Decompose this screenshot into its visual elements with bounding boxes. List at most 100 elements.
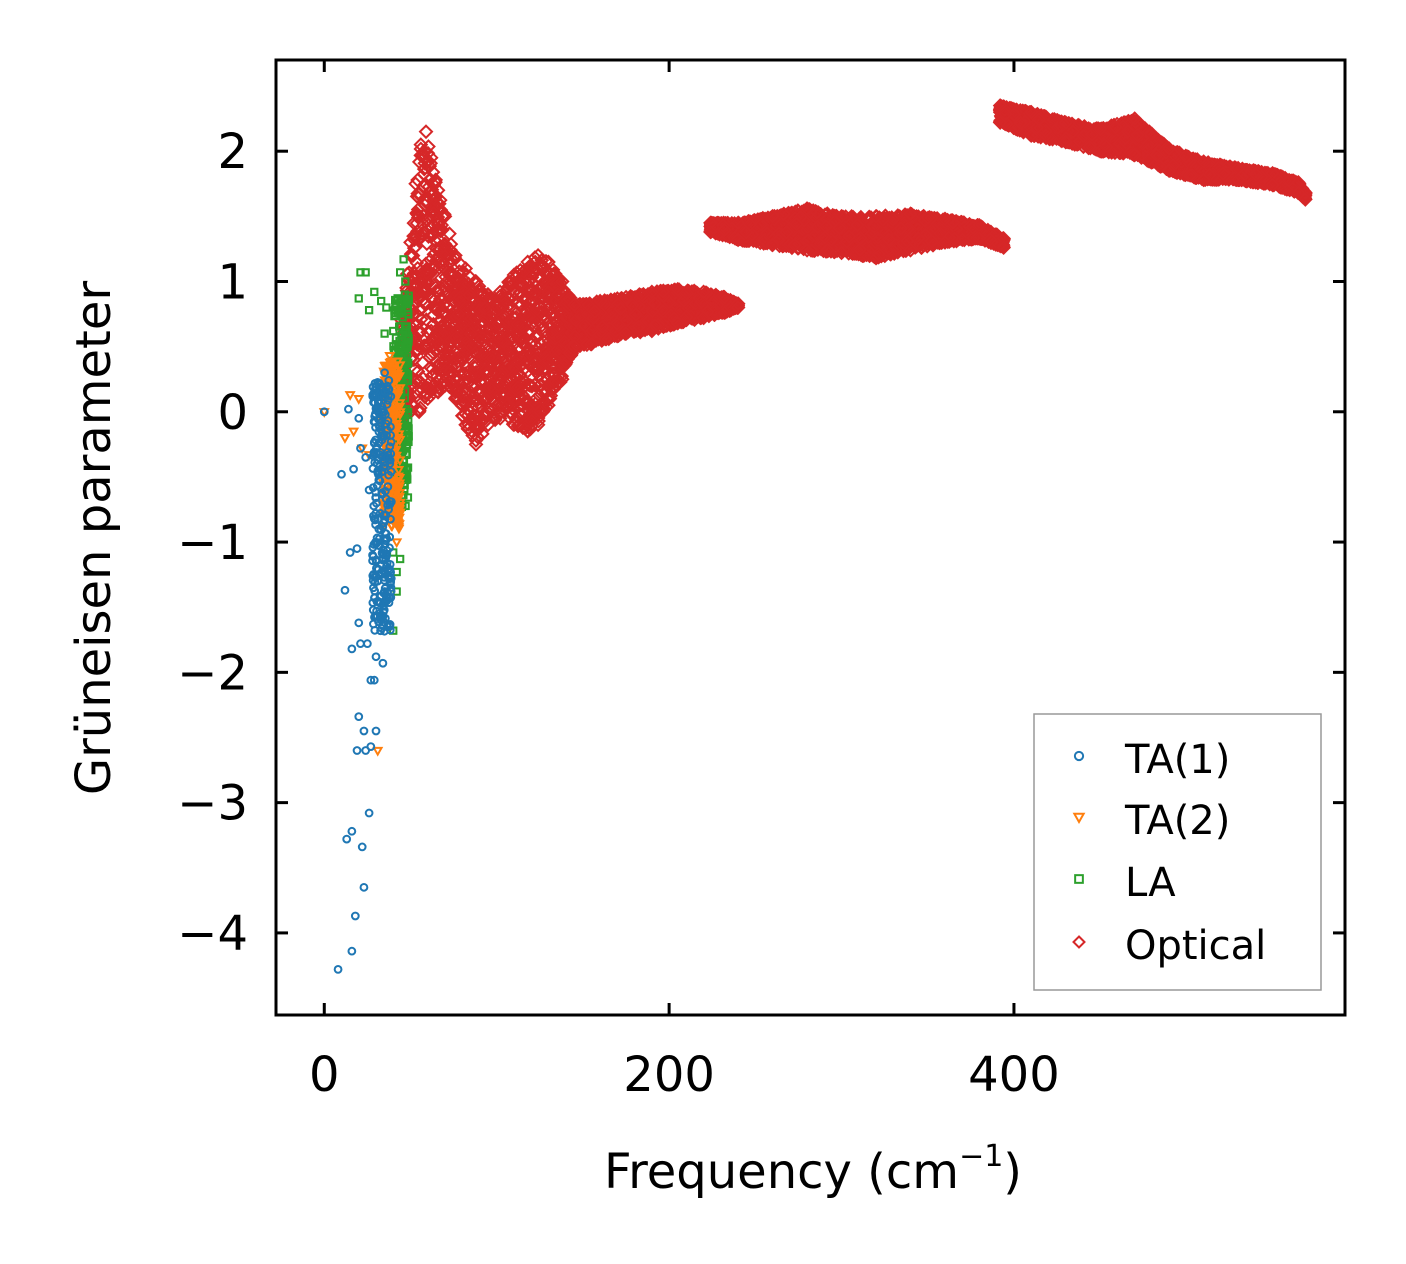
diamond-point: [450, 306, 466, 322]
diamond-point: [426, 205, 441, 221]
diamond-point: [480, 417, 496, 433]
diamond-point: [411, 404, 427, 420]
diamond-point: [540, 284, 556, 300]
diamond-point: [451, 280, 467, 296]
diamond-point: [415, 355, 431, 371]
diamond-point: [706, 294, 721, 310]
diamond-point: [520, 423, 536, 439]
diamond-point: [408, 176, 424, 192]
diamond-point: [418, 275, 434, 291]
diamond-point: [425, 291, 441, 306]
diamond-point: [506, 417, 522, 433]
diamond-point: [644, 284, 660, 300]
diamond-point: [464, 377, 480, 393]
diamond-point: [471, 278, 487, 294]
diamond-point: [716, 289, 732, 305]
diamond-point: [418, 192, 434, 208]
diamond-point: [431, 196, 447, 212]
diamond-point: [587, 304, 603, 320]
diamond-point: [458, 302, 474, 318]
diamond-point: [430, 182, 446, 198]
diamond-point: [528, 289, 544, 305]
diamond-point: [597, 331, 613, 347]
diamond-point: [726, 301, 742, 317]
diamond-point: [540, 379, 556, 395]
diamond-point: [439, 299, 455, 315]
series-optical: [394, 98, 1313, 452]
diamond-point: [647, 317, 663, 333]
diamond-point: [407, 386, 423, 401]
diamond-point: [431, 380, 446, 396]
diamond-point: [419, 236, 435, 252]
diamond-point: [437, 208, 453, 224]
diamond-point: [493, 397, 509, 413]
diamond-point: [414, 226, 430, 241]
diamond-point: [529, 301, 545, 317]
diamond-point: [592, 305, 608, 321]
diamond-point: [579, 337, 595, 353]
diamond-point: [444, 339, 459, 355]
diamond-point: [527, 392, 543, 408]
diamond-point: [584, 336, 599, 352]
diamond-point: [418, 312, 434, 328]
diamond-point: [472, 333, 488, 349]
diamond-point: [527, 353, 543, 368]
diamond-point: [447, 391, 463, 407]
diamond-point: [510, 316, 525, 332]
diamond-point: [619, 323, 635, 339]
diamond-point: [412, 301, 428, 317]
diamond-point: [419, 339, 435, 355]
diamond-point: [481, 301, 497, 317]
diamond-point: [566, 297, 582, 313]
diamond-point: [647, 296, 663, 311]
diamond-point: [540, 353, 556, 368]
diamond-point: [524, 378, 540, 394]
diamond-point: [491, 377, 507, 393]
diamond-point: [463, 368, 479, 384]
diamond-point: [423, 360, 438, 375]
diamond-point: [490, 312, 506, 328]
diamond-point: [495, 334, 511, 350]
diamond-point: [501, 347, 517, 363]
diamond-point: [653, 283, 669, 299]
diamond-point: [644, 323, 660, 339]
data-marks: [318, 98, 1313, 974]
diamond-point: [730, 300, 746, 315]
diamond-point: [516, 264, 531, 279]
diamond-point: [522, 309, 537, 324]
diamond-point: [575, 296, 591, 312]
diamond-point: [426, 277, 442, 293]
diamond-point: [430, 251, 446, 267]
diamond-point: [439, 273, 455, 289]
diamond-point: [437, 378, 453, 394]
diamond-point: [482, 380, 498, 396]
diamond-point: [628, 307, 644, 322]
diamond-point: [610, 296, 626, 312]
diamond-point: [529, 260, 545, 276]
diamond-point: [413, 137, 429, 153]
diamond-point: [526, 358, 542, 374]
diamond-point: [730, 296, 746, 312]
diamond-point: [524, 413, 540, 429]
diamond-point: [541, 397, 556, 413]
diamond-point: [550, 287, 566, 303]
diamond-point: [479, 389, 495, 405]
diamond-point: [544, 325, 560, 341]
diamond-point: [475, 317, 491, 333]
diamond-point: [696, 310, 712, 326]
diamond-point: [687, 296, 703, 312]
diamond-point: [554, 274, 570, 289]
diamond-point: [423, 323, 439, 339]
diamond-point: [473, 368, 488, 383]
diamond-point: [683, 309, 699, 324]
diamond-point: [436, 307, 452, 323]
diamond-point: [448, 330, 464, 346]
diamond-point: [467, 311, 483, 326]
diamond-point: [421, 179, 437, 195]
diamond-point: [508, 361, 523, 377]
diamond-point: [476, 353, 492, 369]
diamond-point: [491, 316, 507, 332]
diamond-point: [469, 343, 485, 359]
diamond-point: [478, 301, 493, 316]
diamond-point: [418, 124, 434, 140]
